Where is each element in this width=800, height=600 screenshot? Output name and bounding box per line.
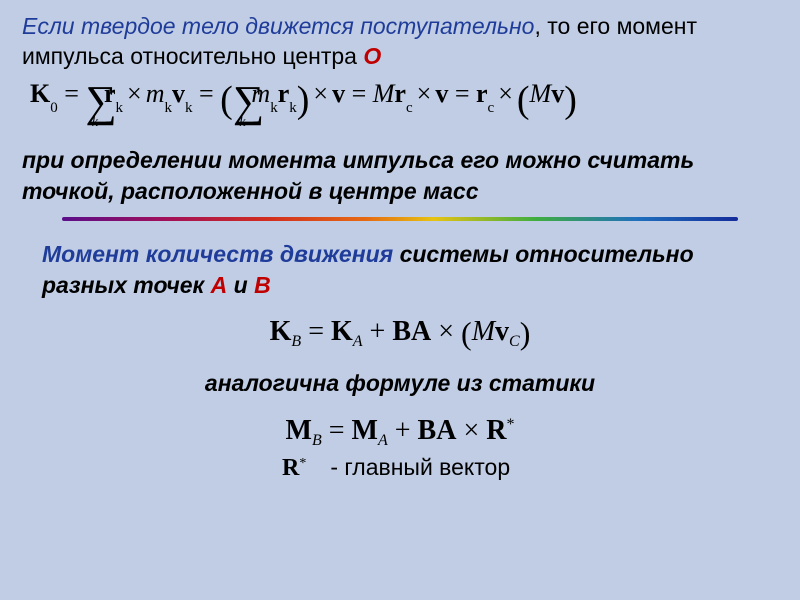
footer-text: - главный вектор — [330, 454, 510, 480]
slide: Если твердое тело движется поступательно… — [0, 0, 800, 500]
eq1-eq2: = — [193, 79, 221, 108]
mid-text: при определении момента импульса его мож… — [22, 145, 778, 207]
eq1-x2: × — [309, 79, 332, 108]
eq1-mk-sub: k — [165, 100, 173, 116]
eq1-sum1-sub: k — [92, 115, 98, 131]
eq3-MB-sub: B — [312, 432, 322, 449]
equation-3: MB = MA + BA × R* — [22, 415, 778, 450]
eq1-rp1: ) — [297, 79, 310, 121]
eq1-rc1: r — [394, 79, 406, 108]
eq2-KA: K — [331, 316, 353, 347]
eq3-R: R — [486, 415, 506, 446]
intro-O: О — [363, 43, 381, 69]
equation-2: KB = KA + BA × (MvC) — [22, 315, 778, 352]
eq1-mk2: m — [251, 79, 270, 108]
equation-1: K0 = ∑krk×mkvk = (∑kmkrk)×v = Mrc×v = rc… — [30, 78, 778, 131]
eq1-K: K — [30, 79, 50, 108]
eq1-mk: m — [146, 79, 165, 108]
eq1-lp2: ( — [517, 79, 530, 121]
block2-B: В — [254, 272, 271, 298]
eq3-R-star: * — [506, 416, 514, 433]
eq3-eq: = — [322, 415, 352, 446]
eq1-eq1: = — [58, 79, 86, 108]
block2-A: А — [211, 272, 228, 298]
eq2-rp: ) — [520, 315, 531, 351]
eq2-eq: = — [301, 316, 331, 347]
block2-text: Момент количеств движения системы относи… — [42, 239, 758, 301]
eq3-plus: + — [388, 415, 418, 446]
eq1-eq3: = — [345, 79, 373, 108]
eq1-x4: × — [494, 79, 517, 108]
eq1-vk-sub: k — [185, 100, 193, 116]
eq1-v1: v — [332, 79, 345, 108]
eq1-rk2: r — [278, 79, 290, 108]
eq2-v-sub: C — [509, 333, 520, 350]
divider — [62, 217, 738, 221]
block2-and: и — [227, 272, 254, 298]
eq2-KA-sub: A — [353, 333, 363, 350]
eq1-lp1: ( — [220, 79, 233, 121]
eq1-v3: v — [551, 79, 564, 108]
eq3-x: × — [456, 415, 486, 446]
eq1-rk-sub: k — [116, 100, 124, 116]
eq1-sum2-sub: k — [239, 115, 245, 131]
eq2-lp: ( — [461, 315, 472, 351]
eq2-BA: BA — [392, 316, 431, 347]
eq1-rk2-sub: k — [289, 100, 297, 116]
eq2-x: × — [431, 316, 461, 347]
eq2-plus: + — [363, 316, 393, 347]
eq1-mk2-sub: k — [270, 100, 278, 116]
eq1-x3: × — [413, 79, 436, 108]
eq1-eq4: = — [448, 79, 476, 108]
eq1-vk: v — [172, 79, 185, 108]
footer-R: R — [282, 455, 299, 481]
eq1-M1: M — [373, 79, 395, 108]
eq3-BA: BA — [418, 415, 457, 446]
eq2-KB: K — [270, 316, 292, 347]
footer-star: * — [299, 456, 306, 471]
eq3-MA: M — [352, 415, 378, 446]
eq1-rp2: ) — [564, 79, 577, 121]
footer: R* - главный вектор — [22, 454, 778, 482]
eq1-x1: × — [123, 79, 146, 108]
eq1-rc2: r — [476, 79, 488, 108]
eq1-v2: v — [435, 79, 448, 108]
eq2-KB-sub: B — [291, 333, 301, 350]
intro-text: Если твердое тело движется поступательно… — [22, 12, 778, 72]
block2-blue: Момент количеств движения — [42, 241, 393, 267]
eq1-rk: r — [104, 79, 116, 108]
eq3-MB: M — [286, 415, 312, 446]
eq1-rc1-sub: c — [406, 100, 413, 116]
eq3-MA-sub: A — [378, 432, 388, 449]
analog-text: аналогична формуле из статики — [22, 370, 778, 397]
eq1-M2: M — [530, 79, 552, 108]
intro-blue: Если твердое тело движется поступательно — [22, 13, 534, 39]
eq2-v: v — [495, 316, 509, 347]
eq2-M: M — [472, 316, 495, 347]
eq1-K-sub: 0 — [50, 100, 58, 116]
